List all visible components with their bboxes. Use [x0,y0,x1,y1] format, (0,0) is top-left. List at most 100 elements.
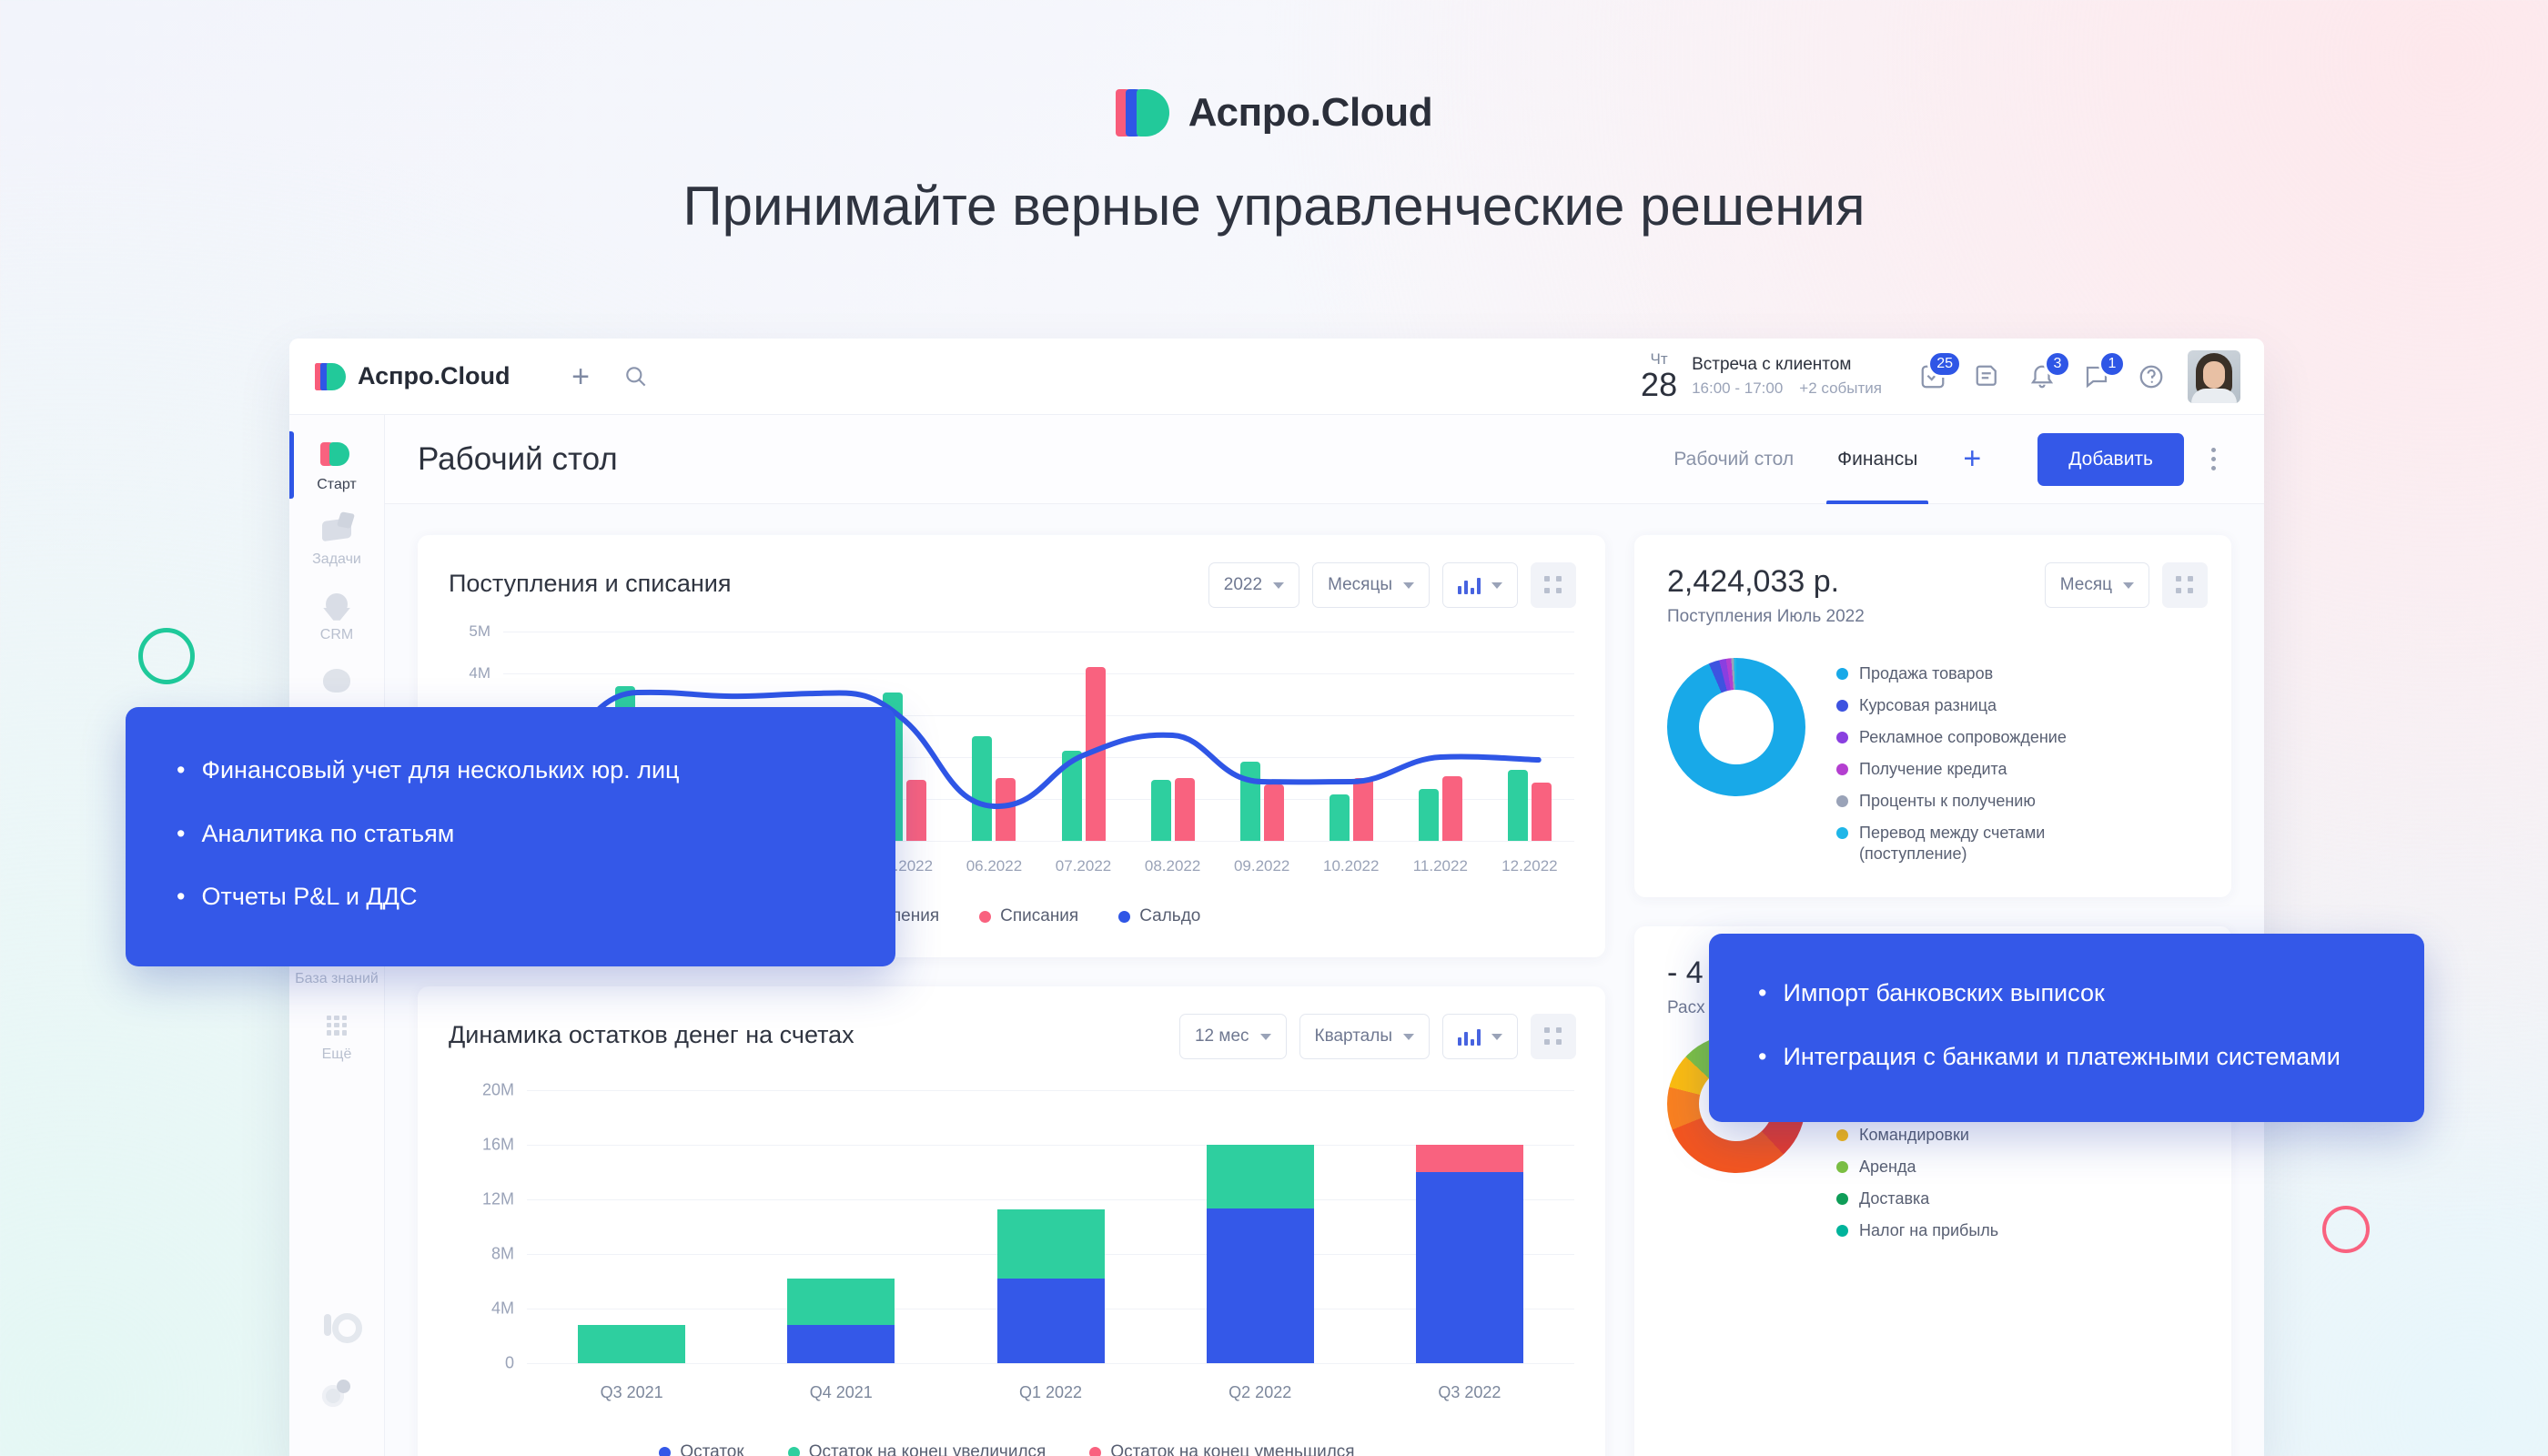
topbar-event[interactable]: Встреча с клиентом 16:00 - 17:00 +2 собы… [1692,355,1913,398]
app-brand[interactable]: Аспро.Cloud [315,362,561,390]
tasks-icon [318,513,355,546]
sidebar-item-crm[interactable]: CRM [289,578,385,652]
drag-grid-icon[interactable] [2162,562,2208,608]
income-donut-chart[interactable] [1667,658,1805,796]
month-select[interactable]: Месяц [2044,562,2149,608]
period-select[interactable]: Месяцы [1312,562,1430,608]
bell-icon[interactable]: 3 [2022,349,2071,397]
drag-grid-icon[interactable] [1531,562,1576,608]
sidebar-item-more[interactable]: Ещё [289,997,385,1072]
tab-dashboard[interactable]: Рабочий стол [1652,415,1815,504]
legend-item[interactable]: Налог на прибыль [1836,1220,2041,1241]
chart2-xtick: Q2 2022 [1228,1383,1292,1401]
chat-icon[interactable]: 1 [2077,349,2126,397]
chart1-xtick: 09.2022 [1233,857,1290,875]
help-circle-icon[interactable] [2131,357,2171,397]
legend-label: Аренда [1859,1158,1916,1177]
legend-item[interactable]: Остаток [659,1442,744,1456]
legend-item[interactable]: Получение кредита [1836,759,2083,780]
legend-item[interactable]: Командировки [1836,1125,2041,1146]
legend-label: Продажа товаров [1859,664,1994,682]
legend-swatch [1836,668,1848,680]
legend-swatch [1836,827,1848,840]
sidebar-item-label: CRM [319,626,354,642]
start-icon [318,439,355,471]
callout-text: Импорт банковских выписок [1783,979,2105,1006]
stacked-bar [787,1279,895,1363]
tasks-check-icon[interactable]: 25 [1913,349,1962,397]
legend-item[interactable]: Курсовая разница [1836,695,2083,716]
legend-swatch [1836,732,1848,744]
plus-icon[interactable]: + [571,359,590,394]
legend-item[interactable]: Списания [979,906,1078,926]
paperclip-icon[interactable] [321,1310,362,1343]
income-amount: 2,424,033 р. [1667,564,1840,599]
chart1-xtick: 07.2022 [1055,857,1112,875]
legend-item[interactable]: Остаток на конец увеличился [787,1442,1046,1456]
expense-amount: - 4 [1667,956,1704,991]
crm-icon [318,589,355,622]
legend-item[interactable]: Доставка [1836,1188,2041,1209]
chart-type-select[interactable] [1442,1014,1518,1059]
sidebar-item-label: Ещё [321,1046,352,1062]
legend-item[interactable]: Продажа товаров [1836,663,2083,684]
bar-group [736,1090,945,1363]
legend-swatch [1836,700,1848,713]
callout-text: Аналитика по статьям [201,819,455,847]
chart1-saldo-line [545,689,1542,810]
callout-text: Отчеты P&L и ДДС [201,883,418,911]
aspro-logo-icon [315,362,348,390]
chart1-xtick: 06.2022 [966,857,1023,875]
event-time: 16:00 - 17:00 [1692,379,1784,397]
chevron-down-icon [2123,581,2134,589]
sidebar-item-4[interactable] [289,652,385,711]
sidebar-item-label: Задачи [312,551,361,568]
tasks-badge: 25 [1927,349,1962,378]
legend-swatch [1089,1446,1102,1456]
legend-item[interactable]: Перевод между счетами (поступление) [1836,823,2083,864]
chart1-ytick: 4M [469,664,490,682]
card-title: Поступления и списания [449,570,732,597]
add-button[interactable]: Добавить [2037,432,2184,486]
search-icon[interactable] [615,357,655,397]
legend-item[interactable]: Рекламное сопровождение [1836,727,2083,748]
user-avatar[interactable] [2188,349,2240,403]
legend-item[interactable]: Сальдо [1118,906,1200,926]
sidebar-item-start[interactable]: Старт [289,428,385,502]
chart2-plot: 20M 16M 12M 8M 4M 0 [482,1081,1574,1372]
legend-swatch [659,1446,672,1456]
chart2-xlabels: Q3 2021 Q4 2021 Q1 2022 Q2 2022 Q3 2022 [527,1383,1574,1402]
callout-item: Финансовый учет для нескольких юр. лиц [177,754,844,787]
legend-label: Сальдо [1139,906,1201,925]
chart2-xtick: Q4 2021 [809,1383,873,1401]
add-tab-plus-icon[interactable]: + [1963,441,1982,476]
range-select[interactable]: 12 мес [1178,1014,1287,1059]
settings-gear-icon[interactable] [321,1378,352,1409]
page-tabs: Рабочий стол Финансы + [1652,415,2005,504]
kebab-menu-icon[interactable] [2193,440,2233,480]
drag-grid-icon[interactable] [1531,1014,1576,1059]
topbar-date[interactable]: Чт 28 [1641,350,1692,401]
grouping-select[interactable]: Кварталы [1299,1014,1430,1059]
more-grid-icon [318,1008,355,1041]
legend-label: Списания [1000,906,1079,925]
chart2-ytick: 0 [504,1353,514,1372]
bar-group [949,632,1038,841]
legend-item[interactable]: Аренда [1836,1157,2041,1178]
legend-label: Рекламное сопровождение [1859,728,2067,747]
sidebar-item-tasks[interactable]: Задачи [289,502,385,577]
year-select[interactable]: 2022 [1208,562,1300,608]
chevron-down-icon [1491,581,1502,589]
chart1-xtick: 08.2022 [1144,857,1201,875]
legend-swatch [787,1446,800,1456]
legend-item[interactable]: Остаток на конец уменьшился [1089,1442,1355,1456]
bar-chart-icon [1458,577,1481,594]
page-title: Рабочий стол [418,440,618,477]
chevron-down-icon [1273,581,1285,589]
notes-icon[interactable] [1967,357,2007,397]
chart-type-select[interactable] [1442,562,1518,608]
legend-swatch [1836,1161,1848,1174]
event-more: +2 события [1799,379,1882,397]
tab-finance[interactable]: Финансы [1815,415,1939,504]
legend-item[interactable]: Проценты к получению [1836,791,2083,812]
